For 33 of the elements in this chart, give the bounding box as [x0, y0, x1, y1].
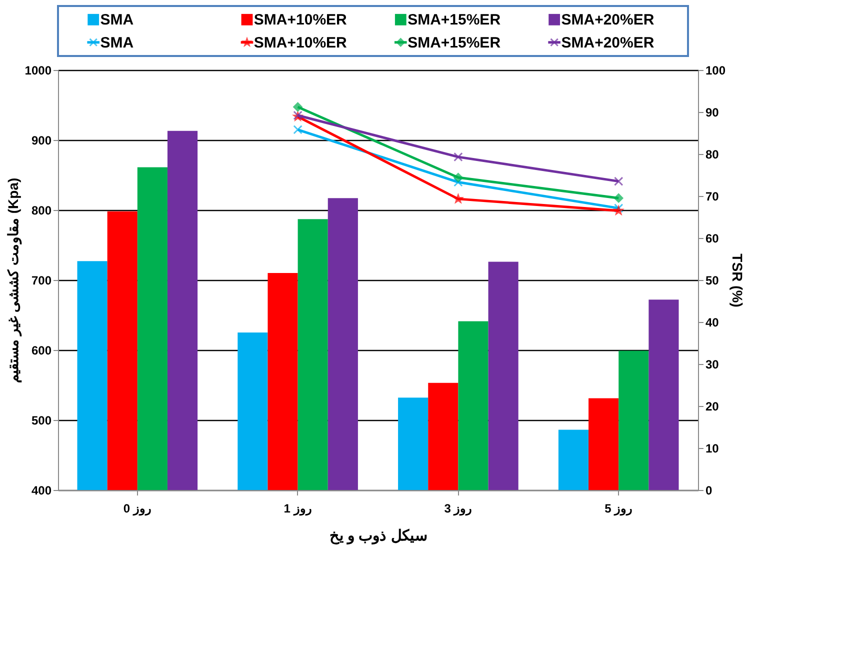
y-tick-label: 500 [31, 414, 52, 428]
y2-tick-label: 100 [706, 64, 726, 78]
y2-tick-label: 0 [706, 484, 712, 498]
legend-label: SMA+20%ER [561, 34, 654, 52]
legend-label: SMA+10%ER [254, 12, 348, 29]
y-tick-label: 1000 [24, 64, 52, 78]
x-tick-label: 5 روز [604, 502, 633, 516]
y-tick-label: 400 [31, 484, 52, 498]
x-tick-label: 0 روز [123, 502, 152, 516]
y2-tick-label: 20 [706, 400, 720, 414]
legend-label: SMA+10%ER [254, 34, 348, 52]
legend-label: SMA+15%ER [408, 34, 501, 52]
y2-tick-label: 60 [706, 232, 720, 246]
y-axis-title: مقاومت کششی غیر مستقیم (Kpa) [4, 178, 22, 384]
x-axis-title: سیکل ذوب و یخ [329, 528, 428, 544]
y-tick-label: 900 [31, 134, 52, 148]
y2-tick-label: 40 [706, 316, 720, 330]
y2-tick-label: 90 [706, 106, 720, 120]
legend-label: SMA+20%ER [561, 12, 654, 29]
y2-tick-label: 50 [706, 274, 720, 288]
y2-axis-title: TSR (%) [730, 254, 746, 308]
y2-tick-label: 30 [706, 358, 720, 372]
x-tick-label: 1 روز [284, 502, 312, 516]
y2-tick-label: 80 [706, 148, 720, 162]
y2-tick-label: 70 [706, 190, 720, 204]
x-tick-label: 3 روز [444, 502, 472, 516]
y2-tick-label: 10 [706, 442, 720, 456]
y-tick-label: 700 [31, 274, 52, 288]
y-tick-label: 800 [31, 204, 52, 218]
legend-label: SMA [100, 34, 134, 52]
y-tick-label: 600 [31, 344, 52, 358]
legend-label: SMA [100, 12, 134, 29]
legend-label: SMA+15%ER [408, 12, 501, 29]
